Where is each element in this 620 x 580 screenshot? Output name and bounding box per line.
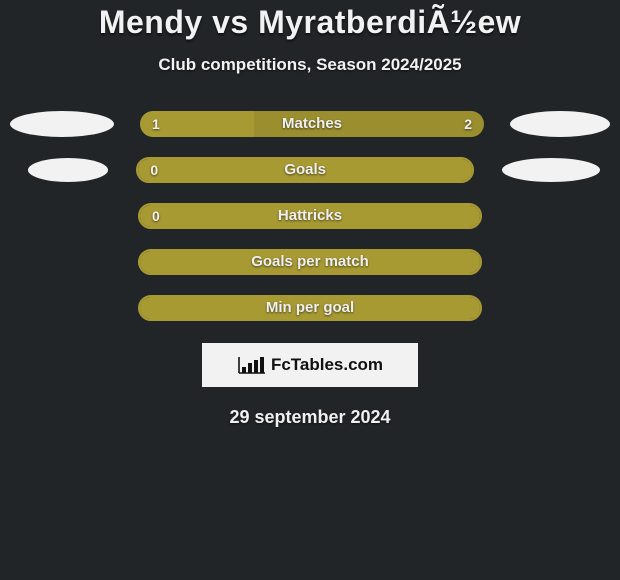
stat-bar: Min per goal [138, 295, 482, 321]
stat-label: Goals per match [140, 249, 480, 275]
stat-row: Goals per match [0, 249, 620, 275]
stat-bar: 0Hattricks [138, 203, 482, 229]
player-left-marker [28, 158, 108, 182]
player-right-marker [510, 111, 610, 137]
stat-label: Goals [138, 157, 471, 183]
stat-bar: 0Goals [136, 157, 473, 183]
page-title: Mendy vs MyratberdiÃ½ew [0, 4, 620, 41]
date: 29 september 2024 [0, 407, 620, 428]
stat-row: 0Goals [0, 157, 620, 183]
stat-label: Hattricks [140, 203, 480, 229]
stat-label: Matches [140, 111, 484, 137]
stat-row: Min per goal [0, 295, 620, 321]
stat-bar: 12Matches [140, 111, 484, 137]
player-left-marker [10, 111, 114, 137]
bar-chart-icon [237, 355, 267, 375]
player-right-marker [502, 158, 600, 182]
stat-bar: Goals per match [138, 249, 482, 275]
stat-rows: 12Matches 0Goals 0Hattricks Goals per match… [0, 111, 620, 321]
logo-box: FcTables.com [202, 343, 418, 387]
stat-label: Min per goal [140, 295, 480, 321]
stat-row: 0Hattricks [0, 203, 620, 229]
stat-row: 12Matches [0, 111, 620, 137]
chart-container: Mendy vs MyratberdiÃ½ew Club competition… [0, 0, 620, 428]
subtitle: Club competitions, Season 2024/2025 [0, 55, 620, 75]
logo-text: FcTables.com [271, 355, 383, 375]
